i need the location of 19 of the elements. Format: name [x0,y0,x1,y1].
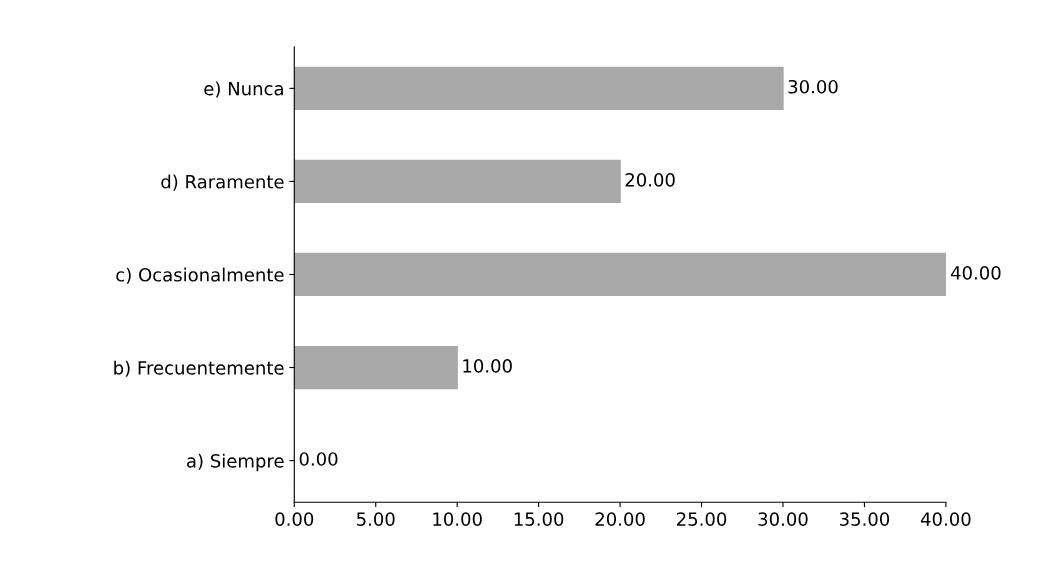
x-tick-label: 20.00 [595,512,645,526]
x-tick-label: 5.00 [357,512,395,526]
data-label: 10.00 [463,359,512,373]
x-tick-label: 35.00 [839,512,890,526]
y-tick-label: b) Frecuentemente [114,360,284,377]
y-tick-label: e) Nunca [204,81,283,98]
x-tick-label: 40.00 [920,512,971,526]
x-tick-label: 15.00 [514,512,564,526]
data-label: 20.00 [625,173,675,187]
x-tick-label: 0.00 [275,512,314,526]
data-label: 0.00 [299,452,338,466]
x-tick-label: 25.00 [677,512,727,526]
data-label: 40.00 [950,266,1001,280]
y-tick-label: c) Ocasionalmente [116,267,284,284]
x-tick-label: 10.00 [433,512,482,526]
y-tick-label: d) Raramente [161,174,284,191]
y-tick-label: a) Siempre [187,453,284,472]
data-label: 30.00 [788,79,838,94]
x-tick-label: 30.00 [758,512,808,526]
